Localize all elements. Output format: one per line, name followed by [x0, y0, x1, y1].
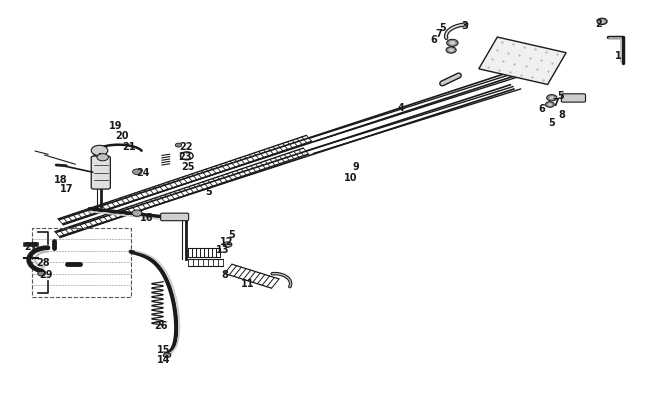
- Text: 17: 17: [60, 183, 73, 194]
- Text: 27: 27: [24, 241, 38, 251]
- FancyBboxPatch shape: [562, 94, 586, 103]
- Text: 7: 7: [435, 29, 442, 39]
- Text: 2: 2: [595, 19, 603, 29]
- Text: 6: 6: [538, 104, 545, 114]
- Text: 26: 26: [155, 320, 168, 330]
- Circle shape: [545, 102, 554, 108]
- Text: 5: 5: [557, 90, 564, 100]
- Circle shape: [547, 95, 557, 102]
- Circle shape: [599, 21, 605, 24]
- Circle shape: [132, 211, 142, 217]
- Circle shape: [176, 144, 182, 148]
- Text: 29: 29: [39, 270, 53, 280]
- Text: 5: 5: [205, 186, 212, 196]
- Text: 4: 4: [398, 102, 405, 112]
- Circle shape: [597, 19, 607, 26]
- Text: 7: 7: [553, 98, 560, 107]
- FancyBboxPatch shape: [161, 213, 188, 221]
- FancyBboxPatch shape: [91, 157, 111, 190]
- Text: 22: 22: [179, 142, 193, 152]
- Text: 10: 10: [344, 173, 358, 183]
- Text: 14: 14: [157, 354, 170, 364]
- Text: 5: 5: [228, 229, 235, 239]
- Circle shape: [223, 242, 232, 248]
- Text: 18: 18: [54, 175, 68, 185]
- Text: 3: 3: [462, 21, 469, 31]
- Circle shape: [97, 154, 109, 162]
- Text: 5: 5: [549, 118, 555, 128]
- Text: 8: 8: [222, 270, 228, 280]
- Text: 15: 15: [157, 344, 170, 354]
- Text: 12: 12: [220, 236, 233, 246]
- Text: 9: 9: [352, 162, 359, 172]
- Text: 6: 6: [430, 35, 437, 45]
- Polygon shape: [479, 38, 566, 85]
- Circle shape: [447, 40, 458, 47]
- Text: 19: 19: [109, 121, 123, 131]
- Circle shape: [91, 146, 108, 156]
- Text: 5: 5: [439, 23, 446, 33]
- Text: 16: 16: [140, 212, 153, 222]
- Text: 21: 21: [122, 142, 136, 152]
- Circle shape: [38, 272, 46, 276]
- Text: 28: 28: [36, 258, 49, 268]
- Circle shape: [549, 97, 554, 100]
- Circle shape: [449, 42, 456, 46]
- Circle shape: [448, 49, 454, 53]
- Circle shape: [226, 244, 229, 246]
- Text: 23: 23: [179, 152, 192, 162]
- Text: 24: 24: [136, 168, 150, 178]
- Text: 11: 11: [240, 279, 254, 288]
- Text: 20: 20: [116, 131, 129, 141]
- Circle shape: [163, 353, 171, 358]
- Circle shape: [446, 48, 456, 54]
- Circle shape: [548, 104, 552, 107]
- Text: 8: 8: [558, 110, 566, 120]
- Circle shape: [133, 170, 142, 175]
- Text: 13: 13: [216, 244, 230, 254]
- Text: 1: 1: [615, 51, 621, 61]
- Text: 25: 25: [181, 162, 195, 172]
